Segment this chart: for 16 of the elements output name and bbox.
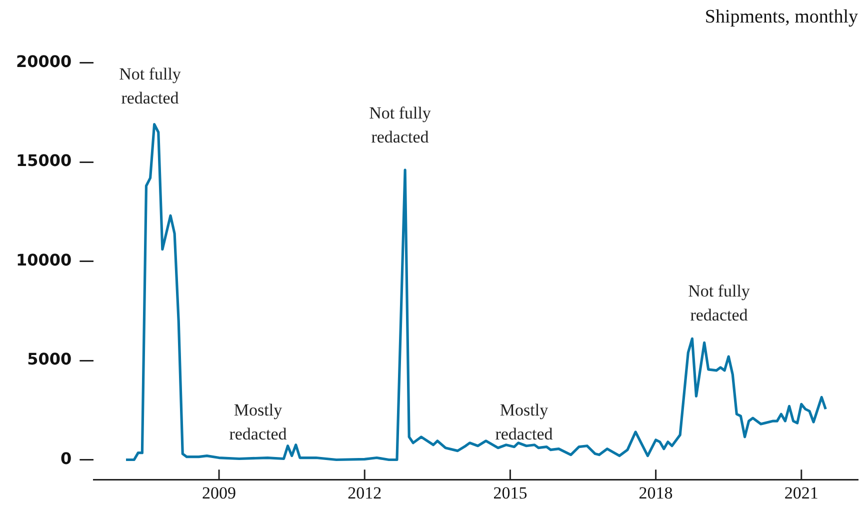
- annotation: Not fully redacted: [688, 281, 750, 324]
- y-tick-label: 10000: [16, 250, 72, 270]
- annotation: Mostly redacted: [495, 400, 554, 444]
- annotation: Mostly redacted: [229, 400, 288, 444]
- y-tick-label: 5000: [27, 350, 72, 369]
- chart-title: Shipments, monthly: [704, 6, 858, 28]
- y-tick-label: 15000: [16, 151, 72, 170]
- x-tick-label: 2015: [493, 483, 528, 502]
- annotation: Not fully redacted: [119, 64, 182, 108]
- x-tick-label: 2009: [202, 483, 236, 502]
- x-tick-label: 2018: [638, 483, 673, 502]
- y-tick-label: 0: [60, 448, 72, 468]
- annotation: Not fully redacted: [369, 103, 432, 146]
- x-tick-label: 2021: [784, 483, 818, 502]
- x-tick-label: 2012: [348, 483, 382, 502]
- y-tick-label: 20000: [16, 52, 72, 71]
